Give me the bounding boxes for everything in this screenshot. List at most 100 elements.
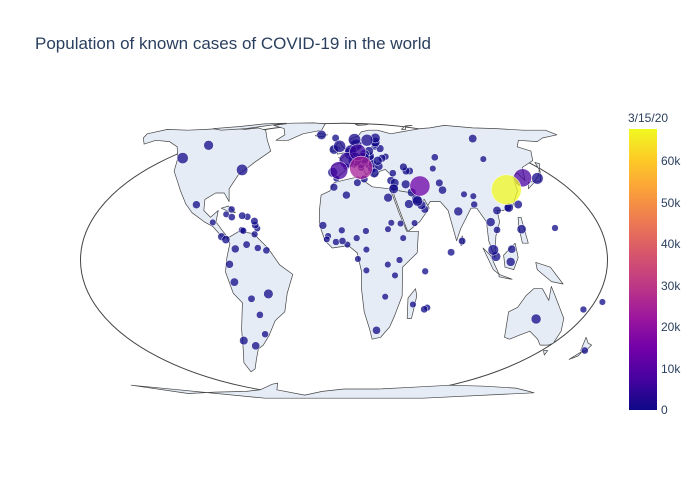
case-bubble[interactable] xyxy=(470,200,478,209)
case-bubble[interactable] xyxy=(381,293,389,301)
case-bubble[interactable] xyxy=(530,313,542,325)
case-bubble[interactable] xyxy=(349,155,373,180)
case-bubble[interactable] xyxy=(354,255,362,263)
case-bubble[interactable] xyxy=(318,221,328,230)
case-bubble[interactable] xyxy=(430,153,439,162)
case-bubble[interactable] xyxy=(231,244,240,254)
colorbar-tick-label: 30k xyxy=(661,278,681,293)
case-bubble[interactable] xyxy=(411,219,419,227)
case-bubble[interactable] xyxy=(492,206,502,215)
case-bubble[interactable] xyxy=(399,234,407,242)
case-bubble[interactable] xyxy=(487,244,499,256)
case-bubble[interactable] xyxy=(372,156,383,166)
case-bubble[interactable] xyxy=(256,311,264,319)
case-bubble[interactable] xyxy=(397,219,405,228)
case-bubble[interactable] xyxy=(551,224,559,232)
landmass xyxy=(355,123,370,126)
case-bubble[interactable] xyxy=(384,225,392,233)
colorbar-tick-label: 20k xyxy=(661,320,681,335)
case-bubble[interactable] xyxy=(247,294,256,303)
case-bubble[interactable] xyxy=(505,257,516,267)
case-bubble[interactable] xyxy=(384,261,392,269)
case-bubble[interactable] xyxy=(338,237,347,245)
case-bubble[interactable] xyxy=(338,226,346,234)
case-bubble[interactable] xyxy=(227,213,236,221)
case-bubble[interactable] xyxy=(447,248,456,257)
case-bubble[interactable] xyxy=(438,185,447,195)
case-bubble[interactable] xyxy=(516,224,527,235)
case-bubble[interactable] xyxy=(388,183,399,194)
case-bubble[interactable] xyxy=(387,219,395,227)
landmass xyxy=(401,125,413,130)
case-bubble[interactable] xyxy=(225,260,234,269)
case-bubble[interactable] xyxy=(579,305,588,314)
case-bubble[interactable] xyxy=(531,172,544,185)
case-bubble[interactable] xyxy=(362,266,370,274)
case-bubble[interactable] xyxy=(360,133,374,147)
case-bubble[interactable] xyxy=(391,271,399,279)
case-bubble[interactable] xyxy=(192,200,201,209)
colorbar-tick-label: 40k xyxy=(661,237,681,252)
case-bubble[interactable] xyxy=(251,341,261,351)
landmass xyxy=(498,274,513,280)
case-bubble[interactable] xyxy=(399,162,408,172)
case-bubble[interactable] xyxy=(420,305,429,314)
case-bubble[interactable] xyxy=(409,175,431,197)
case-bubble[interactable] xyxy=(468,134,478,144)
case-bubble[interactable] xyxy=(239,336,249,346)
case-bubble[interactable] xyxy=(401,179,411,189)
case-bubble[interactable] xyxy=(491,174,522,205)
case-bubble[interactable] xyxy=(412,195,423,207)
case-bubble[interactable] xyxy=(329,161,349,180)
case-bubble[interactable] xyxy=(493,226,501,234)
colorbar-title: 3/15/20 xyxy=(628,111,669,125)
case-bubble[interactable] xyxy=(598,298,606,306)
case-bubble[interactable] xyxy=(372,325,381,335)
case-bubble[interactable] xyxy=(342,190,351,200)
case-bubble[interactable] xyxy=(409,300,417,309)
case-bubble[interactable] xyxy=(580,346,589,355)
landmass xyxy=(130,382,535,399)
case-bubble[interactable] xyxy=(229,277,239,287)
case-bubble[interactable] xyxy=(250,230,259,238)
case-bubble[interactable] xyxy=(239,227,247,235)
case-bubble[interactable] xyxy=(203,140,214,151)
case-bubble[interactable] xyxy=(362,246,370,254)
case-bubble[interactable] xyxy=(435,178,444,187)
case-bubble[interactable] xyxy=(333,139,346,153)
case-bubble[interactable] xyxy=(316,129,327,140)
case-bubble[interactable] xyxy=(227,205,236,214)
case-bubble[interactable] xyxy=(395,256,404,264)
case-bubble[interactable] xyxy=(485,217,496,227)
case-bubble[interactable] xyxy=(460,190,468,198)
case-bubble[interactable] xyxy=(221,235,231,244)
case-bubble[interactable] xyxy=(242,240,251,249)
case-bubble[interactable] xyxy=(421,267,429,275)
case-bubble[interactable] xyxy=(263,288,274,299)
case-bubble[interactable] xyxy=(362,227,370,235)
case-bubble[interactable] xyxy=(261,330,269,338)
case-bubble[interactable] xyxy=(238,211,247,220)
case-bubble[interactable] xyxy=(236,163,249,176)
case-bubble[interactable] xyxy=(353,234,361,242)
case-bubble[interactable] xyxy=(383,193,393,203)
case-bubble[interactable] xyxy=(353,178,362,187)
case-bubble[interactable] xyxy=(209,218,217,226)
case-bubble[interactable] xyxy=(329,183,339,192)
case-bubble[interactable] xyxy=(388,169,397,178)
case-bubble[interactable] xyxy=(513,200,523,209)
case-bubble[interactable] xyxy=(250,217,259,226)
case-bubble[interactable] xyxy=(429,165,437,173)
case-bubble[interactable] xyxy=(254,244,262,252)
case-bubble[interactable] xyxy=(479,155,487,163)
case-bubble[interactable] xyxy=(469,192,477,200)
case-bubble[interactable] xyxy=(453,206,464,217)
case-bubble[interactable] xyxy=(332,238,340,246)
case-bubble[interactable] xyxy=(176,152,189,164)
case-bubble[interactable] xyxy=(262,246,271,255)
case-bubble[interactable] xyxy=(458,237,467,245)
case-bubble[interactable] xyxy=(323,235,331,243)
case-bubble[interactable] xyxy=(507,244,517,254)
colorbar-tick-label: 60k xyxy=(661,154,681,169)
